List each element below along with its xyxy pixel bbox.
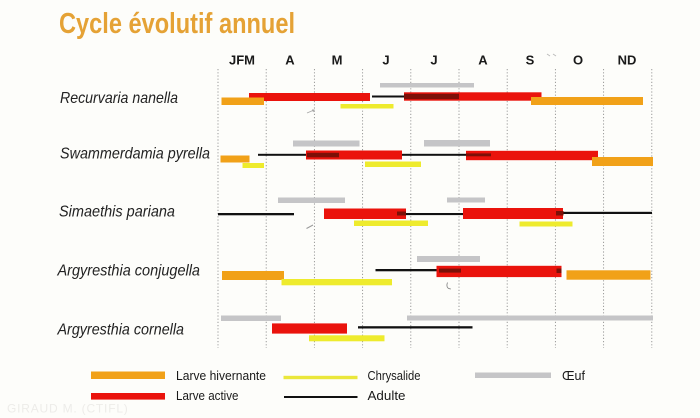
svg-text:Adulte: Adulte — [368, 388, 406, 403]
svg-text:Larve hivernante: Larve hivernante — [176, 368, 266, 383]
svg-text:Argyresthia cornella: Argyresthia cornella — [57, 322, 185, 339]
svg-text:O: O — [573, 53, 583, 68]
svg-text:M: M — [332, 53, 343, 68]
svg-text:J: J — [382, 53, 389, 68]
svg-text:Larve active: Larve active — [176, 388, 239, 403]
svg-text:Swammerdamia pyrella: Swammerdamia pyrella — [60, 146, 210, 163]
svg-text:Cycle évolutif annuel: Cycle évolutif annuel — [59, 8, 295, 40]
svg-text:J: J — [430, 53, 437, 68]
svg-text:GIRAUD M. (CTIFL): GIRAUD M. (CTIFL) — [7, 402, 129, 416]
svg-text:ND: ND — [618, 53, 637, 68]
svg-text:Argyresthia conjugella: Argyresthia conjugella — [57, 263, 201, 280]
svg-text:Recurvaria nanella: Recurvaria nanella — [60, 90, 178, 107]
svg-text:Simaethis pariana: Simaethis pariana — [59, 204, 175, 221]
svg-text:A: A — [478, 53, 488, 68]
svg-text:Chrysalide: Chrysalide — [368, 368, 421, 383]
svg-text:S: S — [526, 53, 535, 68]
svg-text:A: A — [285, 53, 295, 68]
svg-text:JFM: JFM — [229, 53, 255, 68]
svg-text:Œuf: Œuf — [562, 368, 585, 383]
